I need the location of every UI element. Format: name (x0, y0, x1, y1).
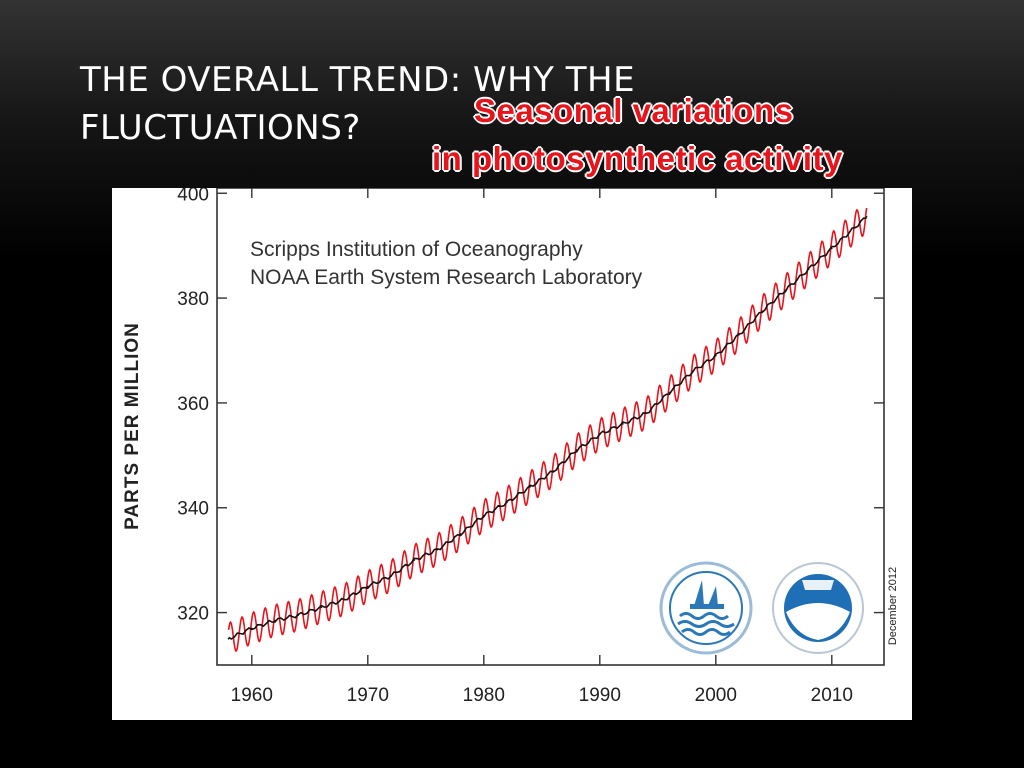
y-tick-label: 360 (177, 394, 209, 415)
credit-line-1: Scripps Institution of Oceanography (250, 238, 583, 261)
trend-data-point (575, 449, 578, 451)
trend-data-point (343, 598, 346, 601)
credit-line-2: NOAA Earth System Research Laboratory (250, 266, 643, 289)
x-tick-label: 1960 (231, 685, 273, 706)
trend-data-point (865, 216, 868, 218)
trend-data-point (552, 470, 555, 472)
trend-data-point (459, 533, 462, 535)
x-tick-label: 2000 (695, 685, 737, 706)
y-tick-label: 380 (177, 289, 209, 310)
trend-data-point (715, 354, 717, 357)
trend-data-point (413, 559, 416, 561)
trend-data-point (390, 575, 392, 577)
trend-points (227, 216, 868, 640)
noaa-logo (772, 562, 864, 654)
trend-data-point (599, 433, 601, 436)
trend-data-point (761, 310, 763, 312)
trend-data-point (227, 637, 230, 640)
trend-co2-series-line (228, 217, 867, 640)
y-axis-label: PARTS PER MILLION (122, 322, 143, 530)
trend-data-point (831, 247, 833, 250)
trend-data-point (251, 627, 253, 630)
plot-frame (216, 188, 885, 666)
trend-data-point (506, 501, 508, 504)
trend-data-point (274, 619, 276, 622)
trend-data-point (320, 606, 323, 609)
y-tick-label: 320 (177, 604, 209, 625)
trend-data-point (529, 485, 531, 488)
y-tick-label: 340 (177, 499, 209, 520)
co2-keeling-chart: 1960 1970 1980 1990 2000 2010 320 340 360 380 400… (122, 188, 899, 706)
seasonal-callout-line1: Seasonal variations (474, 92, 794, 129)
monthly-co2-series-line (227, 207, 868, 652)
scripps-seal-logo (659, 561, 753, 655)
trend-data-point (668, 391, 671, 394)
slide-title: THE OVERALL TREND: WHY THE FLUCTUATIONS? (80, 56, 680, 152)
slide-title-line2: FLUCTUATIONS? (80, 108, 361, 148)
date-stamp: December 2012 (887, 567, 899, 645)
slide-title-line1: THE OVERALL TREND: WHY THE (80, 60, 636, 100)
seasonal-callout-line2: in photosynthetic activity (432, 140, 843, 177)
trend-data-point (738, 333, 740, 336)
trend-data-point (807, 268, 810, 271)
trend-data-point (854, 226, 856, 229)
co2-chart-panel: 1960 1970 1980 1990 2000 2010 320 340 360 380 400… (112, 188, 912, 720)
x-tick-label: 1970 (347, 685, 389, 706)
x-tick-label: 2010 (811, 685, 853, 706)
trend-data-point (622, 423, 624, 425)
trend-data-point (784, 289, 787, 292)
trend-data-point (691, 370, 694, 373)
y-tick-label: 400 (177, 188, 209, 205)
trend-data-point (367, 585, 369, 588)
trend-data-point (436, 548, 439, 551)
x-tick-label: 1990 (579, 685, 621, 706)
y-axis-ticks: 320 340 360 380 400 (177, 188, 884, 625)
x-tick-label: 1980 (463, 685, 505, 706)
trend-data-point (483, 514, 485, 517)
trend-data-point (645, 412, 647, 415)
trend-data-point (297, 614, 299, 617)
x-axis-ticks: 1960 1970 1980 1990 2000 2010 (231, 188, 853, 706)
